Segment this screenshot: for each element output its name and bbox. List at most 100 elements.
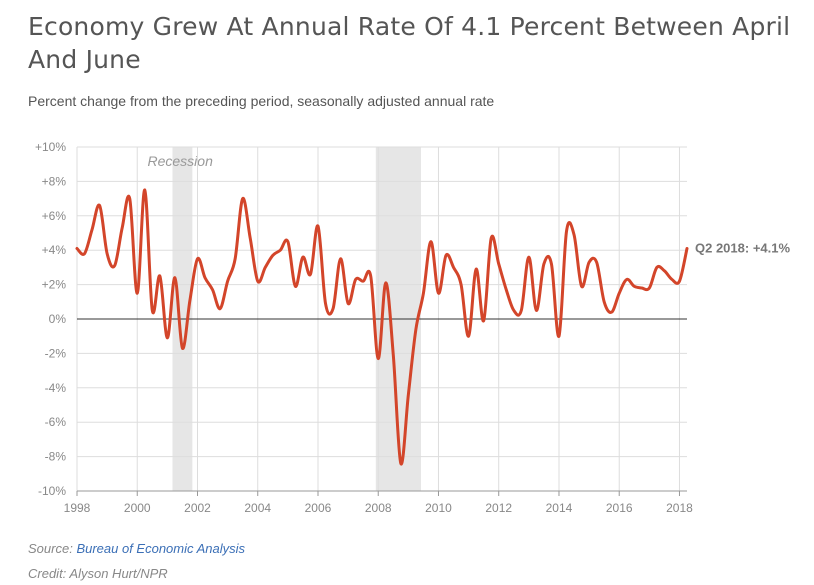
data-point <box>91 228 94 231</box>
latest-value-label: Q2 2018: +4.1% <box>695 240 790 255</box>
data-point <box>204 276 207 279</box>
data-point <box>422 292 425 295</box>
data-point <box>241 197 244 200</box>
x-tick-label: 2008 <box>365 501 392 515</box>
data-point <box>490 237 493 240</box>
x-tick-label: 2016 <box>606 501 633 515</box>
data-point <box>136 292 139 295</box>
data-point <box>633 285 636 288</box>
y-tick-label: -4% <box>45 381 67 395</box>
data-point <box>249 237 252 240</box>
data-point <box>527 256 530 259</box>
data-point <box>595 261 598 264</box>
data-point <box>332 307 335 310</box>
data-point <box>256 280 259 283</box>
data-point <box>640 287 643 290</box>
data-point <box>414 328 417 331</box>
y-tick-label: +6% <box>42 209 67 223</box>
data-point <box>686 247 689 250</box>
data-point <box>610 311 613 314</box>
y-tick-label: -6% <box>45 415 67 429</box>
x-tick-label: 2012 <box>485 501 512 515</box>
data-point <box>445 254 448 257</box>
data-point <box>106 252 109 255</box>
y-tick-label: +8% <box>42 174 67 188</box>
data-point <box>429 240 432 243</box>
source-label: Source: <box>28 541 73 556</box>
gdp-growth-line <box>75 188 689 466</box>
data-point <box>113 264 116 267</box>
chart-title: Economy Grew At Annual Rate Of 4.1 Perce… <box>28 12 791 74</box>
data-point <box>151 309 154 312</box>
y-tick-label: +2% <box>42 278 67 292</box>
x-tick-label: 2000 <box>124 501 151 515</box>
x-tick-label: 2004 <box>244 501 271 515</box>
x-tick-label: 2010 <box>425 501 452 515</box>
x-tick-label: 1998 <box>64 501 91 515</box>
recession-label: Recession <box>147 153 213 169</box>
data-point <box>460 283 463 286</box>
data-point <box>211 288 214 291</box>
data-point <box>542 262 545 265</box>
data-point <box>603 300 606 303</box>
data-point <box>377 357 380 360</box>
data-point <box>301 256 304 259</box>
data-point <box>648 287 651 290</box>
data-point <box>520 309 523 312</box>
data-point <box>339 257 342 260</box>
data-point <box>219 307 222 310</box>
data-point <box>166 336 169 339</box>
x-tick-label: 2006 <box>305 501 332 515</box>
y-tick-label: -2% <box>45 346 67 360</box>
data-point <box>550 262 553 265</box>
data-point <box>475 268 478 271</box>
data-point <box>565 230 568 233</box>
data-point <box>467 335 470 338</box>
data-point <box>309 273 312 276</box>
data-point <box>497 262 500 265</box>
data-point <box>362 280 365 283</box>
data-point <box>188 299 191 302</box>
chart-subtitle: Percent change from the preceding period… <box>28 93 495 109</box>
source-note: Source: Bureau of Economic Analysis <box>28 541 245 556</box>
data-point <box>83 252 86 255</box>
data-point <box>354 278 357 281</box>
data-point <box>557 335 560 338</box>
data-point <box>580 285 583 288</box>
data-point <box>324 302 327 305</box>
data-point <box>437 292 440 295</box>
x-tick-label: 2018 <box>666 501 693 515</box>
data-point <box>76 247 79 250</box>
y-tick-label: +10% <box>35 140 66 154</box>
data-point <box>384 281 387 284</box>
y-tick-label: -10% <box>38 484 66 498</box>
data-point <box>407 393 410 396</box>
data-point <box>271 254 274 257</box>
source-link[interactable]: Bureau of Economic Analysis <box>76 541 246 556</box>
data-point <box>226 280 229 283</box>
data-point <box>663 269 666 272</box>
data-point <box>173 276 176 279</box>
data-point <box>121 226 124 229</box>
data-point <box>678 280 681 283</box>
gdp-line-chart: Recession +10% +8% +6% +4% +2% 0% -2% -4% -6% -8%… <box>35 140 791 515</box>
data-point <box>98 204 101 207</box>
annotations: Q2 2018: +4.1% <box>695 240 790 255</box>
data-point <box>655 266 658 269</box>
data-point <box>505 288 508 291</box>
data-point <box>573 233 576 236</box>
data-series <box>75 188 689 466</box>
data-point <box>625 278 628 281</box>
axes: +10% +8% +6% +4% +2% 0% -2% -4% -6% -8% -10% 1998 20… <box>35 140 693 515</box>
data-point <box>512 309 515 312</box>
data-point <box>143 189 146 192</box>
data-point <box>369 275 372 278</box>
data-point <box>264 266 267 269</box>
data-point <box>234 257 237 260</box>
data-point <box>347 302 350 305</box>
y-tick-label: 0% <box>49 312 67 326</box>
data-point <box>399 462 402 465</box>
y-tick-label: -8% <box>45 450 67 464</box>
data-point <box>181 347 184 350</box>
data-point <box>294 285 297 288</box>
